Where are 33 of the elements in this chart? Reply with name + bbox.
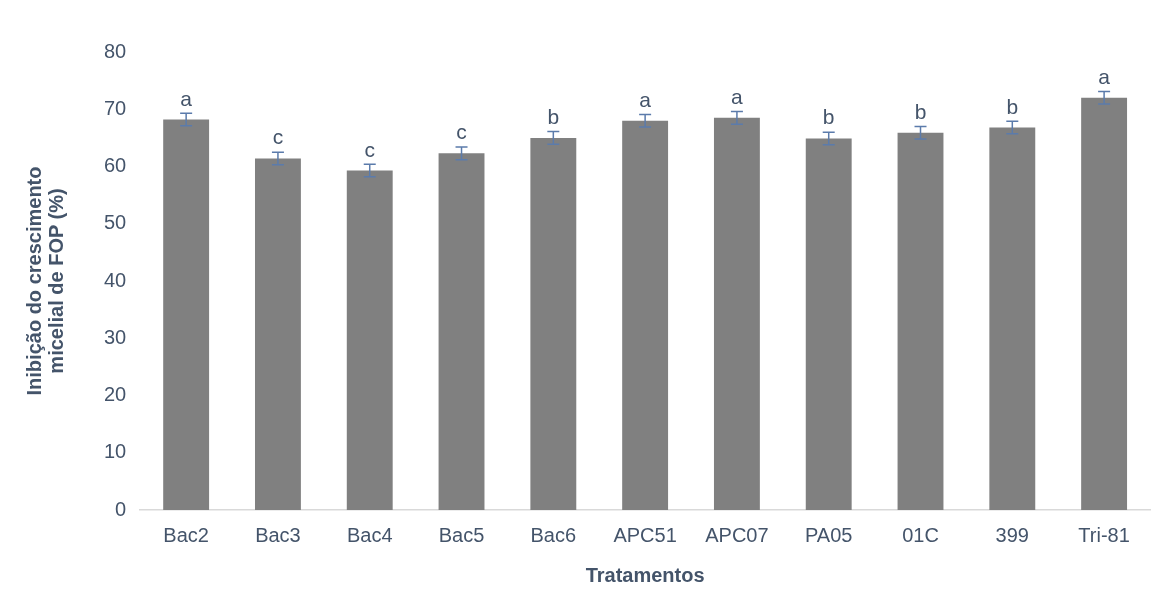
x-tick-label: Bac3 — [255, 523, 301, 546]
y-axis-title: Inibição do crescimento micelial de FOP (%) — [22, 166, 67, 396]
x-tick-label: APC07 — [705, 523, 769, 546]
x-tick-label: Bac6 — [530, 523, 577, 546]
annotation: a — [1098, 64, 1111, 88]
x-tick-label: 01C — [902, 523, 939, 546]
x-tick-label: Bac2 — [163, 523, 209, 546]
annotation: c — [364, 137, 375, 161]
annotation: c — [456, 120, 467, 144]
annotation: b — [547, 104, 560, 128]
annotation: a — [731, 84, 744, 108]
y-tick-label: 80 — [104, 39, 127, 62]
x-tick-label: APC51 — [613, 523, 677, 546]
x-tick-label: Bac4 — [346, 523, 393, 546]
y-tick-label: 0 — [115, 497, 127, 520]
y-tick-label: 30 — [104, 325, 127, 348]
annotation: c — [272, 125, 284, 149]
annotation: b — [914, 99, 927, 123]
x-axis-title: Tratamentos — [585, 563, 705, 586]
annotation: a — [180, 86, 193, 110]
y-tick-label: 50 — [104, 211, 127, 234]
x-tick-label: Bac5 — [438, 523, 485, 546]
y-tick-label: 70 — [104, 96, 127, 119]
annotation: a — [639, 87, 652, 111]
y-tick-label: 40 — [104, 268, 127, 291]
x-tick-label: 399 — [995, 523, 1029, 546]
x-tick-label: Tri-81 — [1078, 523, 1130, 546]
annotation: b — [822, 105, 835, 129]
y-tick-label: 10 — [104, 440, 127, 463]
y-tick-label: 60 — [104, 154, 127, 177]
y-tick-label: 20 — [104, 383, 127, 406]
x-tick-label: PA05 — [804, 523, 853, 546]
annotation: b — [1006, 94, 1019, 118]
